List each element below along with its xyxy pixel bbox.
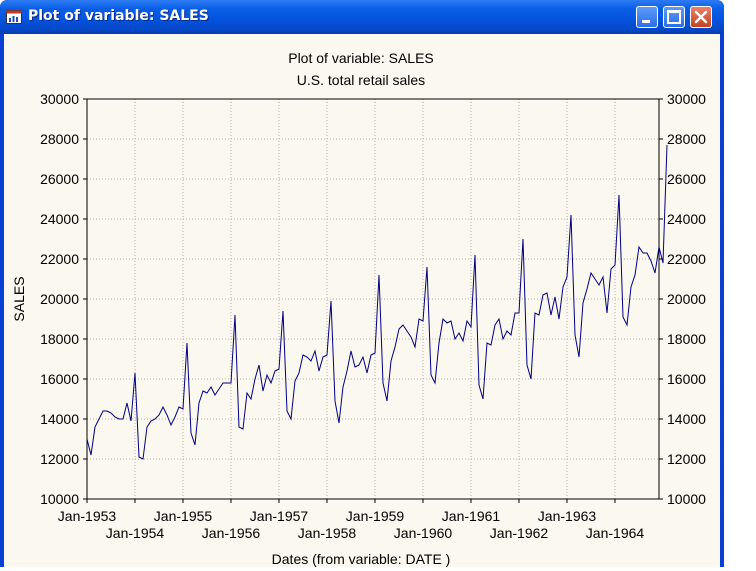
y-tick-label-right: 18000: [667, 331, 706, 347]
x-axis: Jan-1953Jan-1954Jan-1955Jan-1956Jan-1957…: [58, 508, 645, 541]
x-tick-label: Jan-1962: [490, 525, 549, 541]
close-icon: [694, 10, 708, 24]
y-tick-label-right: 14000: [667, 411, 706, 427]
window-title: Plot of variable: SALES: [28, 8, 209, 24]
y-axis-right: 10000 12000 14000 16000 18000 20000 22000 24000…: [667, 91, 706, 507]
y-tick-label-right: 16000: [667, 371, 706, 387]
x-axis-label: Dates (from variable: DATE ): [272, 551, 451, 567]
y-tick-label-left: 22000: [40, 251, 79, 267]
y-tick-label-left: 10000: [40, 491, 79, 507]
y-axis-label: SALES: [11, 276, 27, 321]
y-tick-label-left: 14000: [40, 411, 79, 427]
chart-area: 10000 12000 14000 16000 18000 20000 22000 24000…: [4, 34, 720, 567]
x-tick-label: Jan-1961: [442, 508, 501, 524]
minimize-icon: [642, 20, 650, 23]
sales-line-chart: 10000 12000 14000 16000 18000 20000 22000 24000…: [11, 50, 706, 567]
x-tick-label: Jan-1956: [202, 525, 261, 541]
maximize-button[interactable]: [663, 6, 685, 28]
y-tick-label-right: 22000: [667, 251, 706, 267]
y-tick-label-left: 18000: [40, 331, 79, 347]
y-tick-label-right: 24000: [667, 211, 706, 227]
y-tick-label-right: 10000: [667, 491, 706, 507]
close-button[interactable]: [690, 6, 712, 28]
minimize-button[interactable]: [636, 6, 658, 28]
plot-window: Plot of variable: SALES 10000 12000 14000 1…: [0, 0, 724, 567]
x-tick-label: Jan-1955: [154, 508, 213, 524]
y-tick-label-left: 20000: [40, 291, 79, 307]
maximize-icon: [667, 10, 681, 24]
x-tick-label: Jan-1959: [346, 508, 405, 524]
y-tick-label-left: 28000: [40, 131, 79, 147]
y-axis-left: 10000 12000 14000 16000 18000 20000 22000 24000…: [40, 91, 79, 507]
y-tick-label-left: 30000: [40, 91, 79, 107]
x-tick-label: Jan-1964: [586, 525, 645, 541]
gridlines: [87, 99, 659, 499]
sales-series-line: [86, 144, 668, 460]
y-tick-label-right: 30000: [667, 91, 706, 107]
x-tick-label: Jan-1963: [538, 508, 597, 524]
axis-ticks: [83, 98, 663, 503]
y-tick-label-left: 26000: [40, 171, 79, 187]
y-tick-label-right: 20000: [667, 291, 706, 307]
x-tick-label: Jan-1953: [58, 508, 117, 524]
y-tick-label-right: 28000: [667, 131, 706, 147]
y-tick-label-right: 26000: [667, 171, 706, 187]
chart-subtitle: U.S. total retail sales: [297, 72, 425, 88]
x-tick-label: Jan-1957: [250, 508, 309, 524]
chart-title: Plot of variable: SALES: [288, 50, 434, 66]
y-tick-label-left: 12000: [40, 451, 79, 467]
title-bar[interactable]: Plot of variable: SALES: [0, 0, 724, 34]
chart-app-icon: [6, 10, 22, 24]
x-tick-label: Jan-1958: [298, 525, 357, 541]
y-tick-label-right: 12000: [667, 451, 706, 467]
x-tick-label: Jan-1960: [394, 525, 453, 541]
y-tick-label-left: 24000: [40, 211, 79, 227]
y-tick-label-left: 16000: [40, 371, 79, 387]
x-tick-label: Jan-1954: [106, 525, 165, 541]
